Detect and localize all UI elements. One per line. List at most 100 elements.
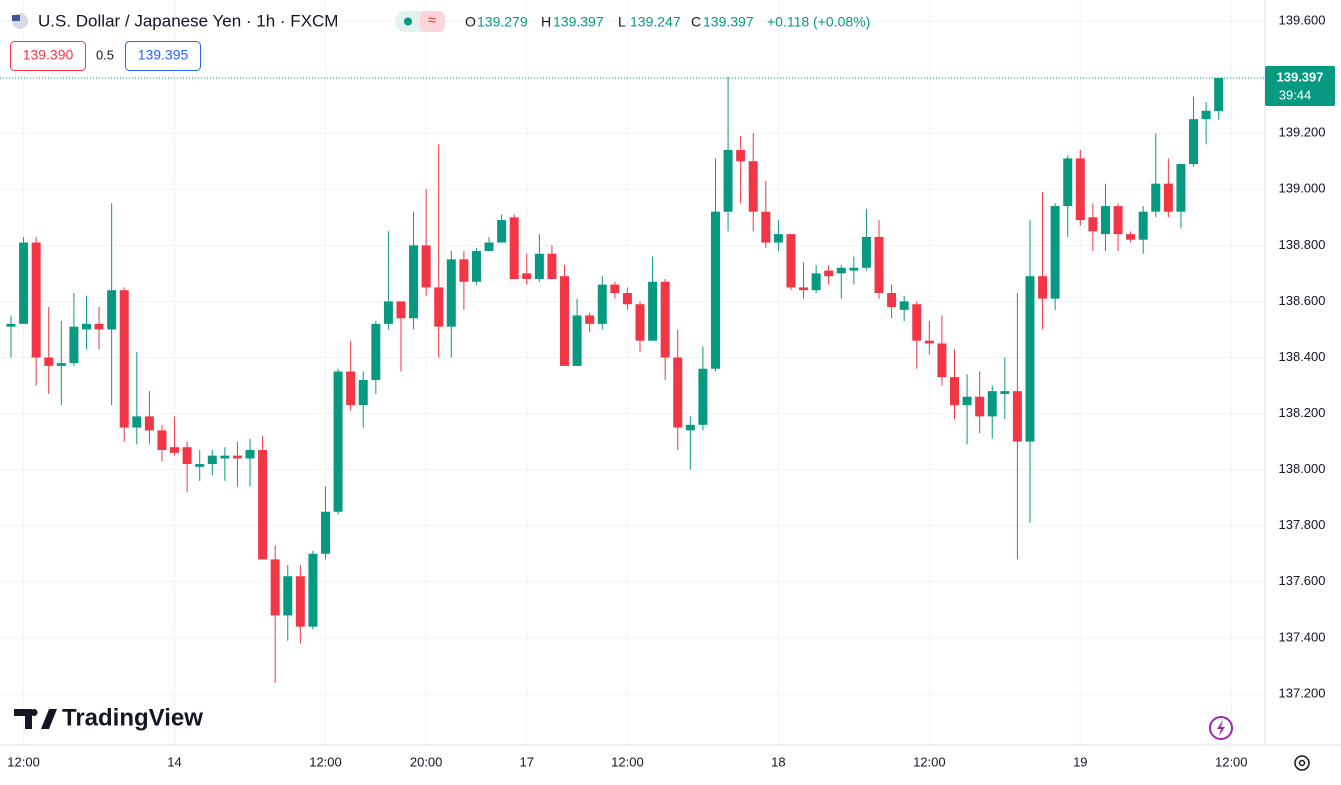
bid-box[interactable]	[10, 41, 86, 71]
candle-body	[371, 323, 381, 380]
candle-body	[69, 326, 79, 364]
candle-body	[1189, 119, 1199, 165]
candle-body	[182, 447, 192, 465]
candle-body	[1000, 391, 1010, 394]
status-symbol: ≈	[428, 12, 436, 29]
candle-body	[597, 284, 607, 324]
candle-body	[195, 464, 205, 467]
candle-body	[912, 304, 922, 341]
candle-body	[1075, 158, 1085, 221]
y-tick-label: 139.000	[1279, 181, 1326, 196]
candle-body	[509, 217, 519, 279]
candle-body	[19, 242, 29, 324]
ohlc-key: O	[465, 14, 476, 30]
settings-icon[interactable]	[1294, 755, 1310, 771]
candle-body	[534, 253, 544, 279]
candle-body	[157, 430, 167, 451]
ask-box[interactable]	[125, 41, 201, 71]
candle-body	[258, 450, 268, 560]
ohlc-value: 139.279	[477, 14, 528, 30]
x-tick-label: 12:00	[611, 754, 644, 769]
candle-body	[119, 290, 129, 428]
candle-body	[572, 315, 582, 366]
candle-body	[44, 357, 54, 366]
x-tick-label: 12:00	[1215, 754, 1248, 769]
y-tick-label: 137.200	[1279, 685, 1326, 700]
y-tick-label: 138.000	[1279, 461, 1326, 476]
candle-body	[31, 242, 41, 358]
candle-body	[824, 270, 834, 277]
candle-body	[635, 304, 645, 341]
candle-body	[673, 357, 683, 428]
candle-body	[1176, 164, 1186, 212]
candle-body	[434, 287, 444, 327]
candle-body	[560, 276, 570, 366]
candle-body	[132, 416, 142, 428]
last-price-label: 139.397	[1277, 69, 1324, 84]
x-tick-label: 12:00	[913, 754, 946, 769]
candle-body	[321, 511, 330, 554]
ohlc-value: 139.397	[703, 14, 754, 30]
candle-body	[446, 259, 456, 327]
last-price-box	[1265, 65, 1335, 106]
y-tick-label: 138.400	[1279, 349, 1326, 364]
x-tick-label: 18	[771, 754, 785, 769]
candle-body	[1138, 211, 1148, 240]
x-tick-label: 14	[167, 754, 181, 769]
settings-icon-center	[1298, 759, 1306, 767]
candle-body	[685, 424, 695, 431]
candle-body	[283, 576, 293, 616]
y-tick-label: 137.400	[1279, 629, 1326, 644]
candle-body	[736, 150, 746, 162]
status-dot	[404, 17, 412, 26]
candle-body	[585, 315, 595, 324]
x-tick-label: 12:00	[7, 754, 40, 769]
y-tick-label: 138.200	[1279, 405, 1326, 420]
ohlc-key: H	[541, 14, 551, 30]
candle-body	[962, 396, 972, 406]
candle-body	[497, 220, 507, 243]
candle-body	[849, 267, 859, 271]
candle-body	[94, 323, 104, 330]
candle-body	[471, 250, 481, 282]
candle-body	[232, 455, 242, 459]
candle-body	[270, 559, 280, 616]
candle-body	[648, 281, 658, 341]
candle-body	[1038, 276, 1048, 299]
candles	[0, 77, 1265, 683]
ask-price: 139.395	[138, 47, 189, 63]
candle-body	[383, 301, 393, 324]
candle-body	[622, 293, 632, 305]
candle-body	[836, 267, 846, 274]
bid-price: 139.390	[23, 47, 74, 63]
x-tick-label: 19	[1073, 754, 1087, 769]
ohlc-value: 139.247	[630, 14, 681, 30]
y-tick-label: 139.200	[1279, 125, 1326, 140]
symbol-title[interactable]: U.S. Dollar / Japanese Yen · 1h · FXCM	[38, 11, 338, 30]
candle-body	[773, 234, 783, 243]
candle-body	[81, 323, 91, 330]
candle-body	[1100, 206, 1110, 235]
candle-body	[1050, 206, 1060, 299]
alert-icon[interactable]	[1209, 716, 1233, 740]
candle-body	[924, 340, 934, 344]
x-tick-label: 20:00	[410, 754, 443, 769]
candle-body	[295, 576, 305, 627]
candle-body	[950, 377, 959, 406]
candle-body	[874, 236, 884, 294]
candle-body	[698, 368, 708, 425]
candle-body	[421, 245, 431, 288]
candle-body	[710, 211, 720, 369]
candle-body	[220, 455, 230, 459]
candle-body	[1214, 77, 1224, 112]
y-tick-label: 137.600	[1279, 573, 1326, 588]
candle-body	[1163, 183, 1173, 212]
ohlc-value: 139.397	[553, 14, 604, 30]
brand-logo	[14, 709, 57, 729]
candle-body	[1151, 183, 1161, 212]
candle-body	[6, 323, 16, 327]
candle-body	[459, 259, 469, 282]
